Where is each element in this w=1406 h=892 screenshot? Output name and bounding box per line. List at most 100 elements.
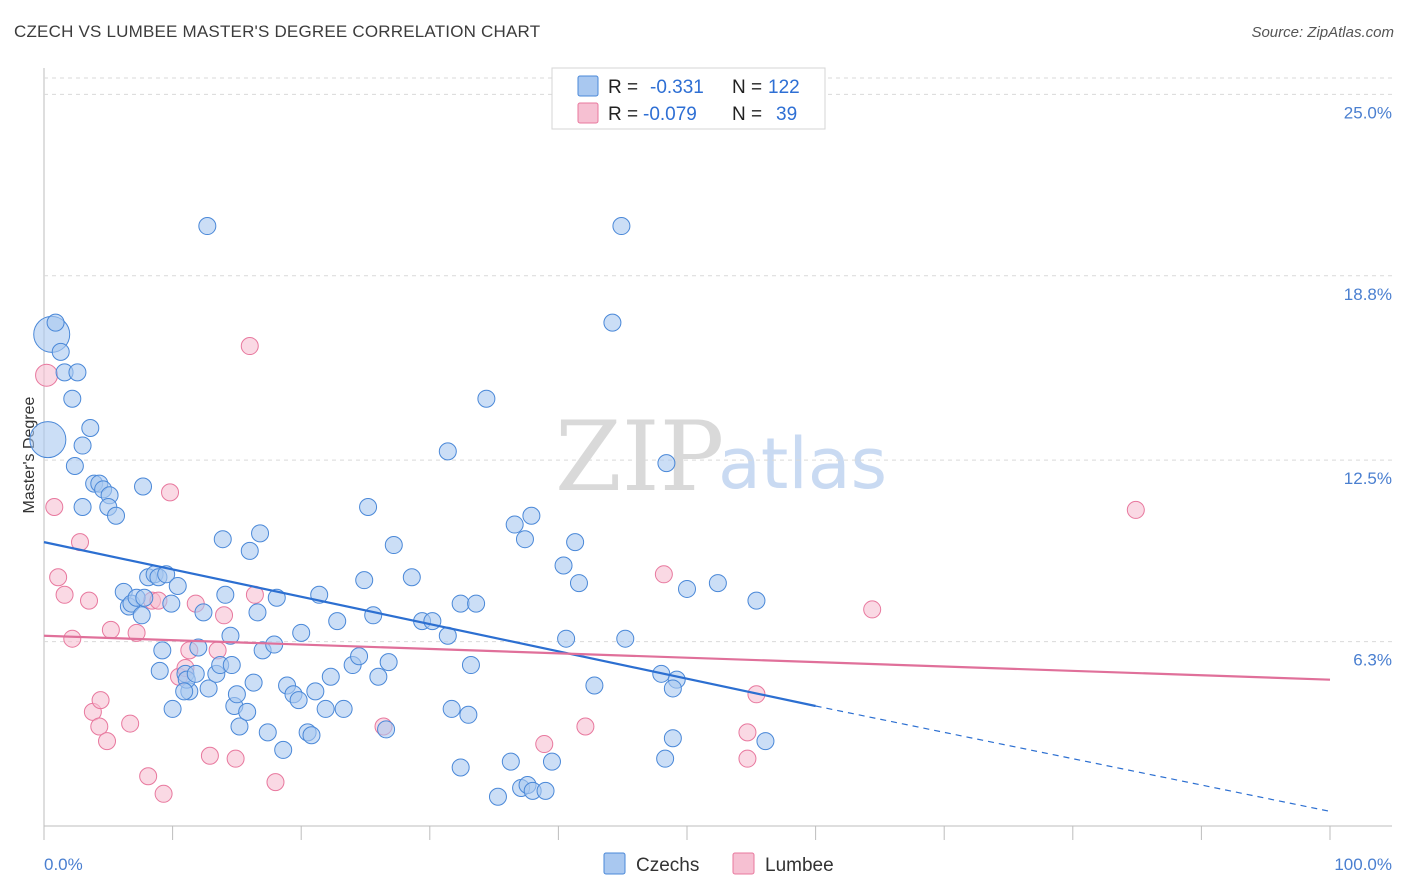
lumbee-trend-line bbox=[43, 634, 1331, 681]
czech-point bbox=[198, 217, 217, 236]
czech-point bbox=[68, 363, 87, 382]
czech-point bbox=[747, 591, 766, 610]
czech-point bbox=[65, 457, 84, 476]
czech-point bbox=[168, 577, 187, 596]
lumbee-point bbox=[738, 723, 757, 742]
czech-point bbox=[477, 389, 496, 408]
czech-point bbox=[306, 682, 325, 701]
czech-point bbox=[522, 506, 541, 525]
y-tick-label: 6.3% bbox=[1353, 651, 1392, 670]
czech-point bbox=[663, 679, 682, 698]
source-label: Source: ZipAtlas.com bbox=[1251, 24, 1394, 41]
trend-lines bbox=[43, 541, 1331, 812]
czech-point bbox=[289, 691, 308, 710]
czech-trend-extension bbox=[815, 705, 1331, 812]
czech-point bbox=[302, 726, 321, 745]
lumbee-point bbox=[90, 717, 109, 736]
czech-point bbox=[557, 629, 576, 648]
legend-lumbee-r-value: -0.079 bbox=[643, 104, 697, 125]
czech-point bbox=[612, 217, 631, 236]
lumbee-point bbox=[98, 732, 117, 751]
czech-point bbox=[134, 477, 153, 496]
czech-point bbox=[657, 454, 676, 473]
czech-point bbox=[175, 682, 194, 701]
lumbee-point bbox=[55, 585, 74, 604]
lumbee-point bbox=[45, 497, 64, 516]
czech-point bbox=[230, 717, 249, 736]
czech-point bbox=[603, 313, 622, 332]
lumbee-point bbox=[49, 568, 68, 587]
czech-point bbox=[451, 594, 470, 613]
legend-czech-swatch bbox=[577, 75, 599, 97]
y-axis-label: Master's Degree bbox=[21, 396, 38, 513]
series-legend-czech-label: Czechs bbox=[636, 855, 699, 876]
czech-point bbox=[73, 436, 92, 455]
legend-czech-r-label: R = bbox=[608, 77, 638, 98]
czech-point bbox=[369, 667, 388, 686]
czech-point bbox=[536, 781, 555, 800]
czech-point bbox=[213, 530, 232, 549]
chart-title: CZECH VS LUMBEE MASTER'S DEGREE CORRELAT… bbox=[14, 22, 541, 41]
watermark-atlas: atlas bbox=[718, 423, 887, 505]
czech-point bbox=[438, 442, 457, 461]
series-legend-lumbee-label: Lumbee bbox=[765, 855, 834, 876]
czech-point bbox=[132, 606, 151, 625]
czech-point bbox=[384, 536, 403, 555]
czech-point bbox=[505, 515, 524, 534]
czech-point bbox=[153, 641, 172, 660]
czech-point bbox=[663, 729, 682, 748]
czech-point bbox=[135, 588, 154, 607]
correlation-legend: R = -0.331 N = 122 R = -0.079 N = 39 bbox=[551, 67, 826, 130]
czech-point bbox=[585, 676, 604, 695]
czech-point bbox=[442, 699, 461, 718]
czech-point bbox=[328, 612, 347, 631]
y-tick-label: 18.8% bbox=[1344, 285, 1392, 304]
czech-point bbox=[221, 626, 240, 645]
czech-point bbox=[150, 661, 169, 680]
legend-czech-r-value: -0.331 bbox=[650, 77, 704, 98]
czech-point bbox=[81, 418, 100, 437]
czech-point bbox=[364, 606, 383, 625]
czech-point bbox=[186, 664, 205, 683]
czech-point bbox=[29, 421, 67, 459]
czech-point bbox=[756, 732, 775, 751]
czech-point bbox=[216, 585, 235, 604]
lumbee-point bbox=[226, 749, 245, 768]
czech-point bbox=[251, 524, 270, 543]
y-tick-labels: 6.3% 12.5% 18.8% 25.0% bbox=[1344, 103, 1392, 669]
czech-trend-line bbox=[43, 541, 816, 708]
czech-points bbox=[29, 217, 775, 806]
y-tick-label: 25.0% bbox=[1344, 103, 1392, 122]
lumbee-point bbox=[127, 623, 146, 642]
lumbee-point bbox=[121, 714, 140, 733]
czech-point bbox=[334, 699, 353, 718]
czech-point bbox=[459, 705, 478, 724]
czech-point bbox=[199, 679, 218, 698]
lumbee-point bbox=[161, 483, 180, 502]
legend-lumbee-n-value: 39 bbox=[776, 104, 797, 125]
czech-point bbox=[542, 752, 561, 771]
series-legend-czech-swatch bbox=[603, 852, 626, 875]
czech-point bbox=[569, 574, 588, 593]
czech-point bbox=[501, 752, 520, 771]
lumbee-point bbox=[80, 591, 99, 610]
czech-point bbox=[244, 673, 263, 692]
czech-point bbox=[321, 667, 340, 686]
lumbee-points bbox=[35, 337, 1145, 803]
czech-point bbox=[189, 638, 208, 657]
czech-point bbox=[274, 740, 293, 759]
czech-point bbox=[656, 749, 675, 768]
series-legend-lumbee-swatch bbox=[732, 852, 755, 875]
lumbee-point bbox=[35, 363, 59, 387]
lumbee-point bbox=[863, 600, 882, 619]
lumbee-point bbox=[1126, 500, 1145, 519]
lumbee-point bbox=[91, 691, 110, 710]
lumbee-point bbox=[240, 337, 259, 356]
czech-point bbox=[402, 568, 421, 587]
czech-point bbox=[350, 647, 369, 666]
czech-point bbox=[359, 497, 378, 516]
czech-point bbox=[566, 533, 585, 552]
legend-lumbee-n-label: N = bbox=[732, 104, 762, 125]
czech-point bbox=[678, 579, 696, 598]
